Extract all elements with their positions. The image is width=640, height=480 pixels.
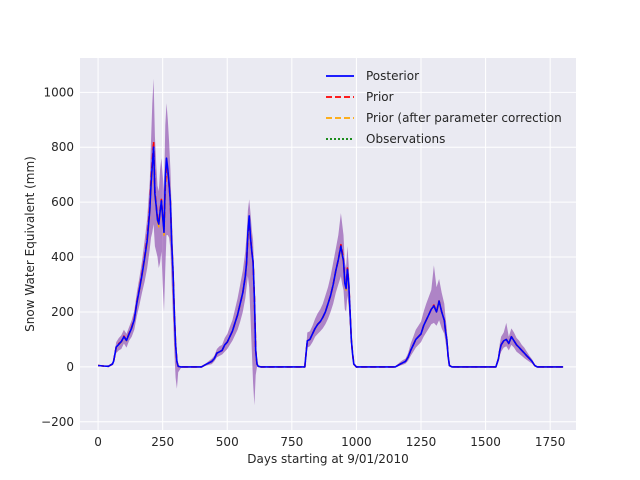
legend-label: Observations	[366, 132, 445, 146]
x-tick-labels: 0 250 500 750 1000 1250 1500 1750	[94, 435, 565, 449]
legend-label: Prior	[366, 90, 394, 104]
x-tick-label: 1750	[535, 435, 566, 449]
x-tick-label: 1500	[470, 435, 501, 449]
legend: Posterior Prior Prior (after parameter cor…	[326, 69, 562, 146]
y-tick-label: 1000	[43, 85, 74, 99]
y-tick-label: 600	[51, 195, 74, 209]
series-layer	[98, 140, 564, 368]
x-axis-label: Days starting at 9/01/2010	[247, 452, 408, 466]
y-tick-label: 0	[66, 360, 74, 374]
y-tick-label: 400	[51, 250, 74, 264]
y-tick-label: 200	[51, 305, 74, 319]
legend-label: Prior (after parameter correction	[366, 111, 562, 125]
x-tick-label: 750	[280, 435, 303, 449]
legend-label: Posterior	[366, 69, 419, 83]
x-tick-label: 1000	[341, 435, 372, 449]
y-tick-label: 800	[51, 140, 74, 154]
y-tick-labels: −200 0 200 400 600 800 1000	[41, 85, 74, 428]
y-axis-label: Snow Water Equivalent (mm)	[23, 156, 37, 332]
series-line-posterior	[98, 146, 564, 368]
x-tick-label: 1250	[406, 435, 437, 449]
x-tick-label: 250	[151, 435, 174, 449]
x-tick-label: 500	[216, 435, 239, 449]
y-tick-label: −200	[41, 415, 74, 429]
x-tick-label: 0	[94, 435, 102, 449]
